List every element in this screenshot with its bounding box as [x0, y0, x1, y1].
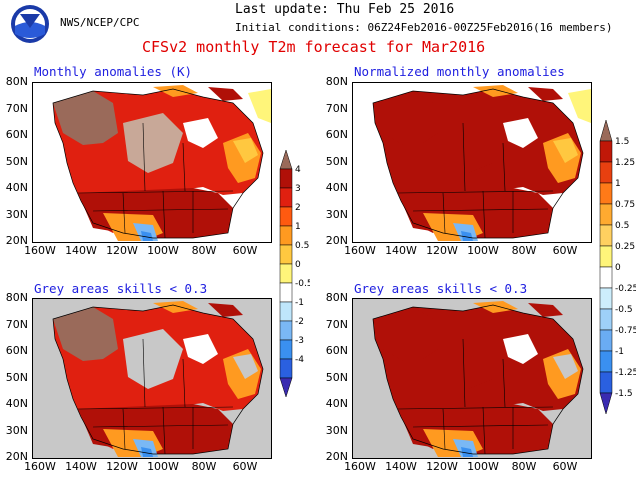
- lon-label: 100W: [467, 460, 499, 473]
- colorbar-label: 1.5: [615, 137, 629, 147]
- lat-label: 60N: [325, 344, 348, 357]
- lat-label: 80N: [325, 75, 348, 88]
- colorbar-label: 2: [295, 203, 301, 213]
- colorbar-anomalies: 4 3 2 1 0.5 0 -0.5 -1 -2 -3 -4: [276, 140, 313, 404]
- lon-label: 160W: [24, 460, 56, 473]
- colorbar-label: -2: [295, 317, 304, 327]
- lat-label: 70N: [325, 317, 348, 331]
- colorbar-label: -1: [615, 347, 624, 357]
- noaa-logo: [10, 4, 50, 44]
- colorbar-label: -0.75: [615, 326, 636, 336]
- agency-label: NWS/NCEP/CPC: [60, 16, 140, 29]
- colorbar-label: 4: [295, 165, 301, 175]
- colorbar-label: 0.5: [615, 221, 629, 231]
- lon-label: 100W: [147, 244, 179, 257]
- lat-label: 80N: [5, 75, 28, 88]
- lon-label: 60W: [552, 244, 578, 257]
- initial-conditions: Initial conditions: 06Z24Feb2016-00Z25Fe…: [235, 21, 613, 34]
- lat-label: 30N: [325, 423, 348, 437]
- lat-label: 60N: [325, 128, 348, 141]
- lon-label: 140W: [65, 460, 97, 473]
- lat-label: 20N: [5, 450, 28, 463]
- colorbar-label: -1: [295, 298, 304, 308]
- colorbar-label: 1: [615, 179, 621, 189]
- lat-label: 40N: [325, 181, 348, 194]
- colorbar-normalized: 1.5 1.25 1 0.75 0.5 0.25 0 -0.25 -0.5 -0.75 -1 -1.2…: [596, 110, 638, 434]
- lon-label: 100W: [467, 244, 499, 257]
- panel-title-tr: Normalized monthly anomalies: [354, 64, 565, 79]
- map-panel-normalized: [352, 82, 592, 243]
- lat-label: 40N: [325, 397, 348, 410]
- lon-label: 80W: [191, 244, 217, 257]
- colorbar-label: 3: [295, 184, 301, 194]
- panel-title-br: Grey areas skills < 0.3: [354, 281, 528, 296]
- panel-title-tl: Monthly anomalies (K): [34, 64, 193, 79]
- lon-label: 120W: [106, 244, 138, 257]
- lon-label: 120W: [426, 460, 458, 473]
- lon-label: 160W: [344, 244, 376, 257]
- colorbar-label: -4: [295, 355, 304, 365]
- colorbar-label: 0.25: [615, 242, 635, 252]
- page-title: CFSv2 monthly T2m forecast for Mar2016: [142, 38, 486, 56]
- lat-label: 80N: [325, 291, 348, 304]
- map-panel-anomalies-skill: [32, 298, 272, 459]
- colorbar-label: 1.25: [615, 158, 635, 168]
- last-update: Last update: Thu Feb 25 2016: [235, 2, 455, 17]
- lat-label: 40N: [5, 181, 28, 194]
- colorbar-label: 0: [615, 263, 621, 273]
- lat-label: 20N: [325, 234, 348, 247]
- colorbar-label: 0: [295, 260, 301, 270]
- colorbar-label: -1.5: [615, 389, 633, 399]
- lon-label: 140W: [385, 244, 417, 257]
- lon-label: 60W: [552, 460, 578, 473]
- lat-label: 20N: [325, 450, 348, 463]
- map-panel-normalized-skill: [352, 298, 592, 459]
- colorbar-label: -3: [295, 336, 304, 346]
- lon-label: 100W: [147, 460, 179, 473]
- colorbar-label: -0.5: [615, 305, 633, 315]
- lat-label: 70N: [5, 101, 28, 115]
- lon-label: 120W: [106, 460, 138, 473]
- colorbar-label: -1.25: [615, 368, 636, 378]
- map-panel-anomalies: [32, 82, 272, 243]
- lon-label: 60W: [232, 244, 258, 257]
- lon-label: 140W: [385, 460, 417, 473]
- lon-label: 80W: [511, 460, 537, 473]
- lat-label: 80N: [5, 291, 28, 304]
- lat-label: 30N: [5, 423, 28, 437]
- lat-label: 70N: [325, 101, 348, 115]
- lat-label: 50N: [325, 154, 348, 168]
- colorbar-label: -0.5: [295, 279, 310, 289]
- lat-label: 40N: [5, 397, 28, 410]
- lon-label: 120W: [426, 244, 458, 257]
- panel-title-bl: Grey areas skills < 0.3: [34, 281, 208, 296]
- lat-label: 50N: [5, 154, 28, 168]
- lat-label: 50N: [325, 370, 348, 384]
- lon-label: 140W: [65, 244, 97, 257]
- lon-label: 160W: [24, 244, 56, 257]
- colorbar-label: 1: [295, 222, 301, 232]
- lon-label: 80W: [511, 244, 537, 257]
- lat-label: 50N: [5, 370, 28, 384]
- lat-label: 70N: [5, 317, 28, 331]
- lon-label: 160W: [344, 460, 376, 473]
- lat-label: 60N: [5, 128, 28, 141]
- lon-label: 60W: [232, 460, 258, 473]
- lat-label: 20N: [5, 234, 28, 247]
- colorbar-label: 0.75: [615, 200, 635, 210]
- lat-label: 60N: [5, 344, 28, 357]
- lon-label: 80W: [191, 460, 217, 473]
- lat-label: 30N: [325, 207, 348, 221]
- colorbar-label: -0.25: [615, 284, 636, 294]
- lat-label: 30N: [5, 207, 28, 221]
- colorbar-label: 0.5: [295, 241, 309, 251]
